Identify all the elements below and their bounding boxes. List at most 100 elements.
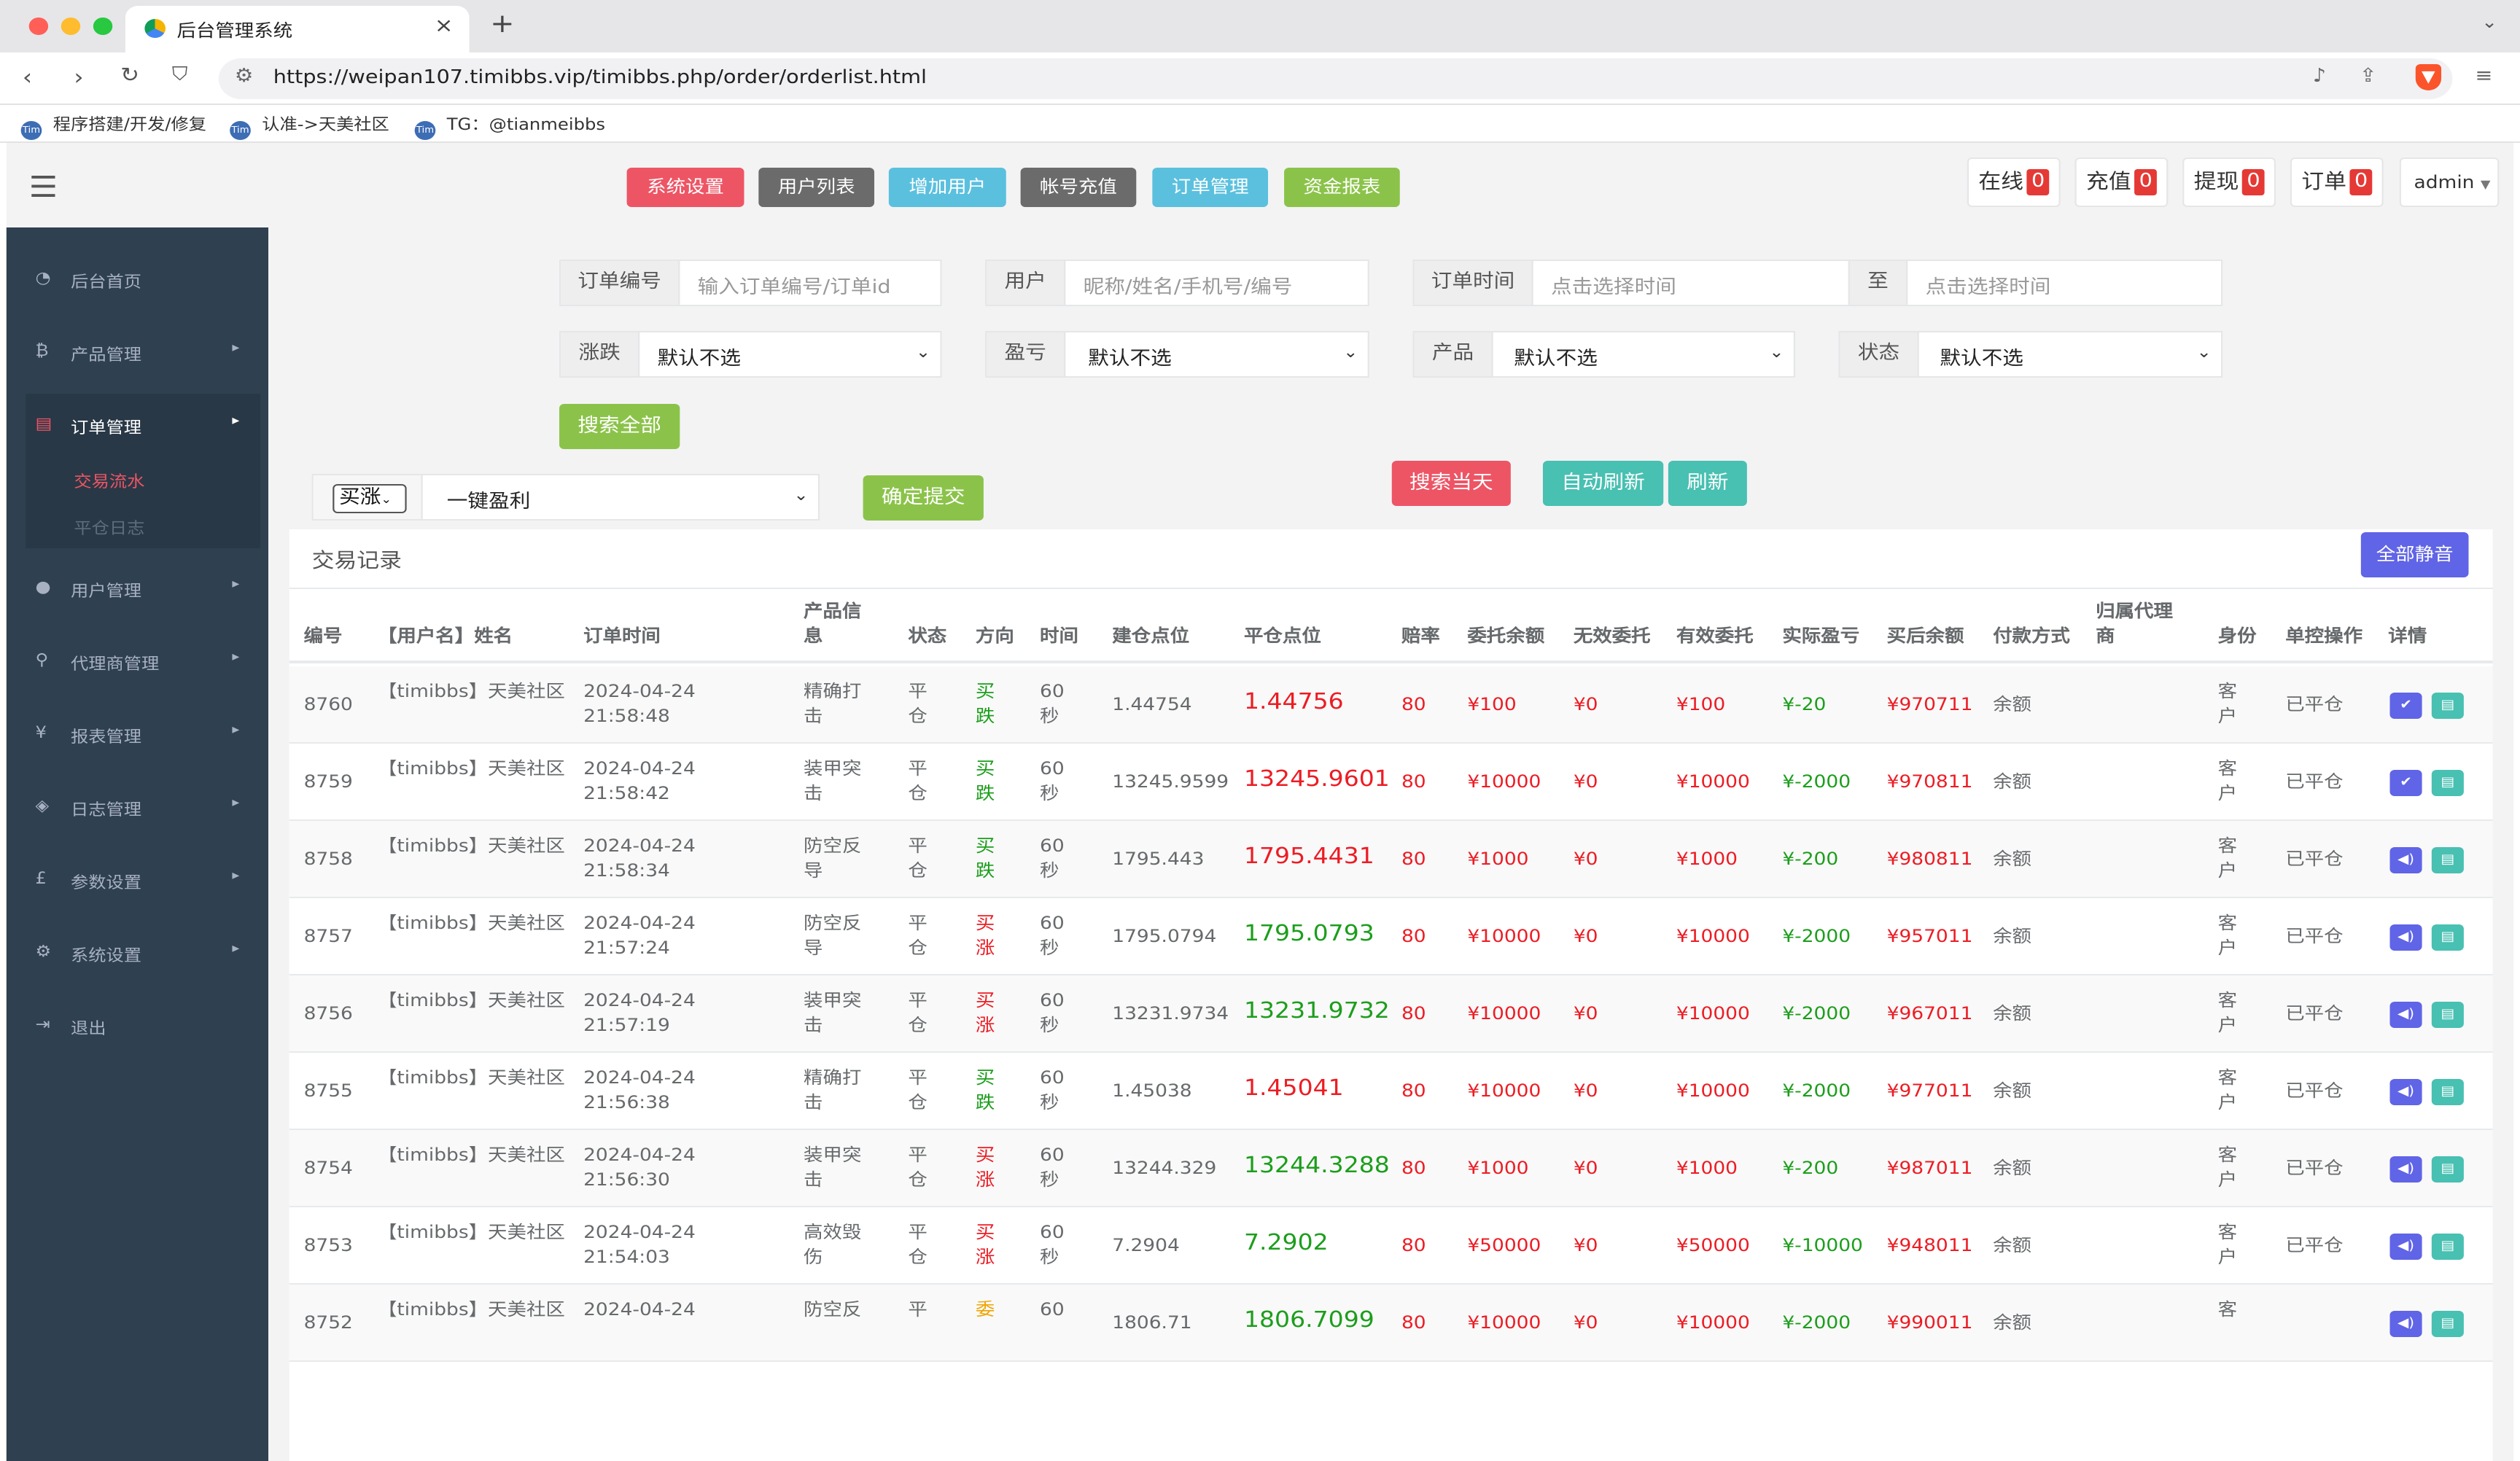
details-icon[interactable]: ▤ [2431, 924, 2464, 951]
browser-tab[interactable]: 后台管理系统 × [125, 6, 470, 52]
volume-icon[interactable]: ◀) [2389, 1002, 2422, 1028]
search-all-button[interactable]: 搜索全部 [559, 404, 680, 449]
volume-icon[interactable]: ◀) [2389, 1311, 2422, 1337]
check-icon[interactable]: ✔ [2389, 770, 2422, 796]
new-tab-icon[interactable]: + [490, 9, 515, 39]
pnl-select[interactable]: 盈亏 默认不选 ⌄ [985, 331, 1369, 378]
sidebar-item-4[interactable]: ⚲ 代理商管理 ▸ [7, 633, 268, 691]
details-icon[interactable]: ▤ [2431, 847, 2464, 873]
confirm-submit-button[interactable]: 确定提交 [863, 475, 984, 521]
details-icon[interactable]: ▤ [2431, 1002, 2464, 1028]
sidebar-item-1[interactable]: ₿ 产品管理 ▸ [7, 324, 268, 382]
bookmark-item[interactable]: Tim 认准->天美社区 [230, 112, 389, 140]
time-end-input[interactable]: 点击选择时间 [1925, 277, 2051, 299]
table-row[interactable]: 8759 【timibbs】天美社区 2024-04-24 21:58:42 装甲突击… [289, 744, 2493, 821]
cell-open: 13244.329 [1112, 1158, 1217, 1178]
check-icon[interactable]: ✔ [2389, 693, 2422, 719]
media-icon[interactable]: ♪ [2312, 66, 2326, 87]
volume-icon[interactable]: ◀) [2389, 847, 2422, 873]
tab-close-icon[interactable]: × [434, 15, 454, 38]
sidebar-item-9[interactable]: ⇥ 退出 [7, 997, 268, 1056]
details-icon[interactable]: ▤ [2431, 1156, 2464, 1183]
table-row[interactable]: 8758 【timibbs】天美社区 2024-04-24 21:58:34 防空反导… [289, 821, 2493, 898]
time-start-input[interactable]: 点击选择时间 [1550, 277, 1676, 299]
stat-3[interactable]: 订单 0 [2290, 157, 2384, 207]
profit-select[interactable]: 一键盈利 [446, 491, 531, 513]
sidebar-item-6[interactable]: ◈ 日志管理 ▸ [7, 779, 268, 837]
header-button[interactable]: 帐号充值 [1020, 168, 1137, 207]
details-icon[interactable]: ▤ [2431, 1311, 2464, 1337]
sidebar-item-8[interactable]: ⚙ 系统设置 ▸ [7, 924, 268, 983]
table-row[interactable]: 8754 【timibbs】天美社区 2024-04-24 21:56:30 装甲突击… [289, 1130, 2493, 1207]
sidebar-item-2[interactable]: ▤ 订单管理 ▸ [7, 397, 268, 455]
close-window-icon[interactable] [28, 17, 49, 35]
order-no-input[interactable]: 输入订单编号/订单id [697, 277, 891, 299]
zoom-window-icon[interactable] [93, 17, 113, 35]
sidebar-subitem-trade-flow[interactable]: 交易流水 [74, 472, 145, 491]
bookmark-item[interactable]: Tim 程序搭建/开发/修复 [20, 112, 206, 140]
details-icon[interactable]: ▤ [2431, 693, 2464, 719]
bookmark-icon[interactable]: ⛉ [171, 64, 188, 86]
details-icon[interactable]: ▤ [2431, 1234, 2464, 1260]
admin-dropdown[interactable]: admin ▼ [2399, 157, 2500, 207]
share-icon[interactable]: ⇪ [2359, 66, 2377, 87]
reload-icon[interactable]: ↻ [120, 64, 140, 87]
sidebar-item-5[interactable]: ¥ 报表管理 ▸ [7, 706, 268, 764]
cell-time: 2024-04-24 21:56:30 [583, 1145, 696, 1190]
cell-valid: ¥1000 [1676, 849, 1738, 869]
brave-shield-icon[interactable]: ▼ [2415, 64, 2442, 90]
volume-icon[interactable]: ◀) [2389, 924, 2422, 951]
details-icon[interactable]: ▤ [2431, 1079, 2464, 1105]
table-row[interactable]: 8753 【timibbs】天美社区 2024-04-24 21:54:03 高效毁伤… [289, 1207, 2493, 1285]
forward-icon[interactable]: › [74, 64, 84, 90]
stat-1[interactable]: 充值 0 [2074, 157, 2169, 207]
mute-all-button[interactable]: 全部静音 [2360, 532, 2469, 577]
tab-list-chevron-icon[interactable]: ⌄ [2481, 12, 2498, 32]
details-icon[interactable]: ▤ [2431, 770, 2464, 796]
search-today-button[interactable]: 搜索当天 [1391, 461, 1511, 506]
url-field[interactable]: ⚙ https://weipan107.timibbs.vip/timibbs.… [218, 58, 2453, 99]
cell-balance: ¥967011 [1886, 1003, 1973, 1024]
auto-refresh-button[interactable]: 自动刷新 [1542, 461, 1664, 506]
volume-icon[interactable]: ◀) [2389, 1156, 2422, 1183]
header-button[interactable]: 订单管理 [1152, 168, 1269, 207]
header-button[interactable]: 增加用户 [888, 168, 1006, 207]
hamburger-menu-icon[interactable]: ☰ [28, 169, 58, 204]
user-input[interactable]: 昵称/姓名/手机号/编号 [1083, 277, 1293, 299]
menu-icon[interactable]: ≡ [2475, 66, 2493, 87]
status-select[interactable]: 状态 默认不选 ⌄ [1838, 331, 2223, 378]
table-row[interactable]: 8757 【timibbs】天美社区 2024-04-24 21:57:24 防空反导… [289, 898, 2493, 975]
volume-icon[interactable]: ◀) [2389, 1234, 2422, 1260]
cell-entrust: ¥1000 [1467, 1158, 1529, 1178]
tab-title: 后台管理系统 [176, 20, 293, 41]
table-row[interactable]: 8755 【timibbs】天美社区 2024-04-24 21:56:38 精确打击… [289, 1053, 2493, 1130]
sidebar-subitem-close-log[interactable]: 平仓日志 [74, 519, 145, 538]
site-settings-icon[interactable]: ⚙ [234, 66, 254, 87]
sidebar-item-0[interactable]: ◔ 后台首页 [7, 251, 268, 309]
header-button[interactable]: 用户列表 [758, 168, 875, 207]
url-text: https://weipan107.timibbs.vip/timibbs.ph… [273, 67, 927, 89]
cell-control: 已平仓 [2285, 926, 2344, 946]
refresh-button[interactable]: 刷新 [1668, 461, 1747, 506]
table-row[interactable]: 8752 【timibbs】天美社区 2024-04-24 防空反 平 委 60 1806.7… [289, 1285, 2493, 1362]
table-row[interactable]: 8760 【timibbs】天美社区 2024-04-24 21:58:48 精确打击… [289, 666, 2493, 744]
direction-select[interactable]: 买涨⌄ [332, 484, 407, 513]
bookmark-item[interactable]: Tim TG：@tianmeibbs [414, 112, 605, 140]
sidebar-item-3[interactable]: ● 用户管理 ▸ [7, 560, 268, 618]
header-button[interactable]: 系统设置 [626, 168, 744, 207]
stat-0[interactable]: 在线 0 [1967, 157, 2061, 207]
header-button[interactable]: 资金报表 [1284, 168, 1400, 207]
rise-fall-value: 默认不选 [657, 348, 742, 370]
table-row[interactable]: 8756 【timibbs】天美社区 2024-04-24 21:57:19 装甲突击… [289, 975, 2493, 1053]
rise-fall-select[interactable]: 涨跌 默认不选 ⌄ [559, 331, 942, 378]
column-header: 建仓点位 [1112, 626, 1190, 646]
stat-2[interactable]: 提现 0 [2182, 157, 2276, 207]
volume-icon[interactable]: ◀) [2389, 1079, 2422, 1105]
minimize-window-icon[interactable] [61, 17, 81, 35]
cell-direction: 委 [975, 1299, 995, 1320]
back-icon[interactable]: ‹ [22, 64, 33, 90]
product-select[interactable]: 产品 默认不选 ⌄ [1412, 331, 1795, 378]
cell-product: 高效毁伤 [804, 1222, 862, 1267]
sidebar-item-7[interactable]: £ 参数设置 ▸ [7, 852, 268, 910]
cell-identity: 客户 [2217, 913, 2238, 958]
